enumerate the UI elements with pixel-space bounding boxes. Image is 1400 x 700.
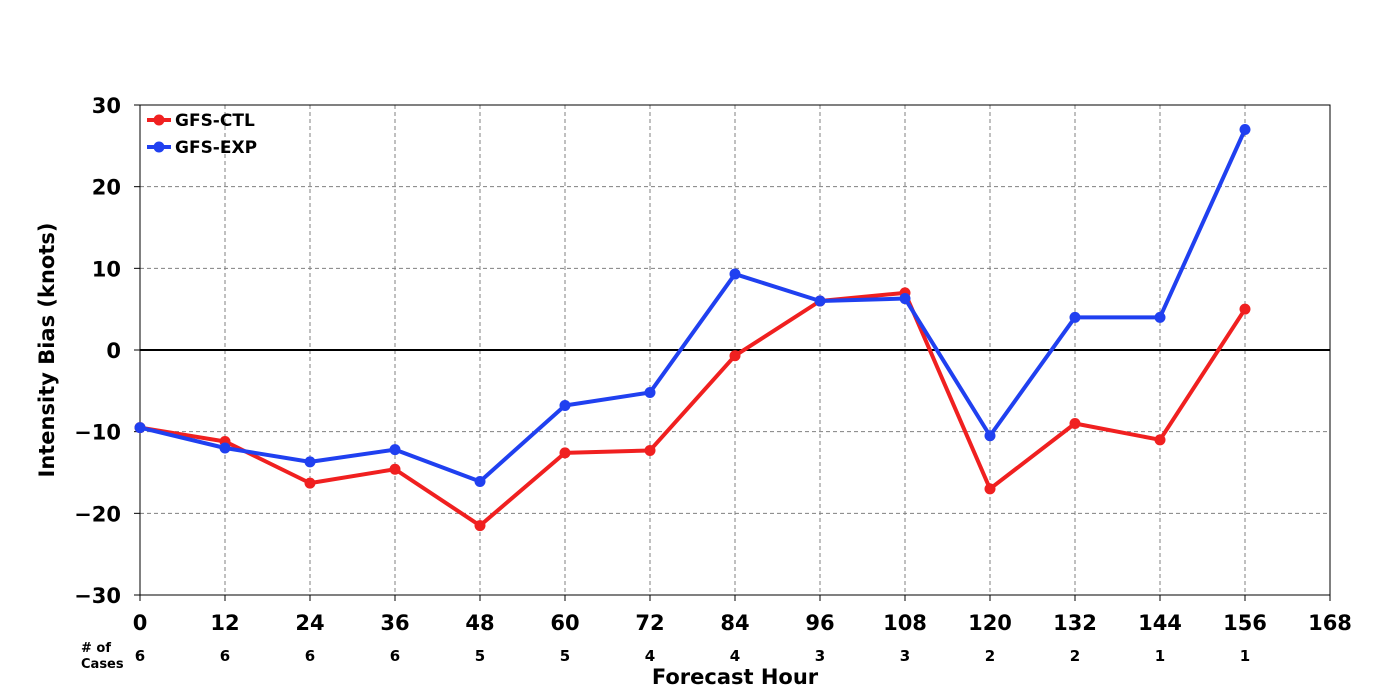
x-tick-label: 72: [635, 611, 664, 635]
data-point: [984, 430, 996, 442]
series-line: [139, 290, 1247, 528]
x-tick-label: 156: [1223, 611, 1267, 635]
legend-item: GFS-EXP: [147, 138, 257, 158]
x-tick-label: 36: [380, 611, 409, 635]
x-tick-label: 60: [550, 611, 579, 635]
data-point: [1239, 303, 1251, 315]
y-tick-label: 10: [92, 257, 121, 281]
data-point: [389, 463, 401, 475]
data-point: [1239, 124, 1251, 135]
y-tick-label: 0: [106, 339, 121, 363]
y-tick-label: −30: [74, 584, 121, 608]
cases-count: 3: [900, 647, 910, 665]
y-axis-title: Intensity Bias (knots): [35, 223, 59, 478]
data-point: [814, 295, 826, 307]
cases-count: 5: [560, 647, 570, 665]
cases-count: 2: [985, 647, 995, 665]
y-tick-label: 20: [92, 176, 121, 200]
data-point: [134, 422, 146, 434]
data-point: [474, 475, 486, 487]
data-point: [1069, 418, 1081, 429]
x-axis-title: Forecast Hour: [652, 665, 819, 689]
cases-count: 2: [1070, 647, 1080, 665]
data-point: [644, 444, 656, 456]
data-point: [729, 268, 741, 280]
x-tick-label: 120: [968, 611, 1012, 635]
legend-label: GFS-EXP: [175, 138, 257, 158]
x-tick-label: 168: [1308, 611, 1352, 635]
cases-count: 5: [475, 647, 485, 665]
y-tick-label: −10: [74, 421, 121, 445]
x-tick-label: 48: [465, 611, 494, 635]
x-tick-label: 108: [883, 611, 927, 635]
data-point: [474, 520, 486, 532]
x-tick-label: 132: [1053, 611, 1097, 635]
legend-label: GFS-CTL: [175, 111, 255, 131]
y-tick-label: 30: [92, 94, 121, 118]
data-point: [1154, 434, 1166, 446]
cases-count: 6: [390, 647, 400, 665]
data-point: [559, 400, 571, 412]
cases-count: 1: [1155, 647, 1165, 665]
data-point: [984, 483, 996, 495]
y-tick-label: −20: [74, 502, 121, 526]
cases-count: 4: [645, 647, 655, 665]
x-tick-label: 24: [295, 611, 324, 635]
cases-title-line2: Cases: [81, 657, 124, 672]
data-point: [1154, 311, 1166, 323]
data-point: [304, 456, 316, 468]
legend-swatch-marker: [153, 141, 165, 153]
data-point: [304, 477, 316, 489]
cases-count: 1: [1240, 647, 1250, 665]
cases-count: 6: [220, 647, 230, 665]
data-point: [729, 350, 741, 362]
data-point: [389, 444, 401, 456]
data-point: [559, 447, 571, 459]
cases-title-line1: # of: [81, 641, 111, 656]
cases-count: 6: [135, 647, 145, 665]
x-axis-ticks: 0 12 24 36 48 60 72 84 96 108 120 132 144 156 168: [133, 595, 1352, 635]
x-tick-label: 144: [1138, 611, 1182, 635]
x-tick-label: 12: [210, 611, 239, 635]
cases-count: 3: [815, 647, 825, 665]
cases-count: 4: [730, 647, 740, 665]
data-point: [644, 386, 656, 398]
series-gfs-ctl: [134, 287, 1251, 532]
y-axis-ticks: −30 −20 −10 0 10 20 30: [74, 94, 140, 608]
series-gfs-exp: [134, 124, 1251, 487]
legend-swatch-marker: [153, 114, 165, 126]
data-point: [1069, 311, 1081, 323]
legend-item: GFS-CTL: [147, 111, 255, 131]
series-line: [139, 128, 1247, 484]
data-series: [134, 124, 1251, 532]
x-tick-label: 84: [720, 611, 749, 635]
x-tick-label: 96: [805, 611, 834, 635]
data-point: [899, 293, 911, 305]
legend: GFS-CTL GFS-EXP: [147, 111, 257, 158]
cases-row: # of Cases 6 6 6 6 5 5 4 4 3 3 2 2 1 1: [81, 641, 1250, 672]
x-tick-label: 0: [133, 611, 148, 635]
data-point: [219, 442, 231, 454]
cases-count: 6: [305, 647, 315, 665]
